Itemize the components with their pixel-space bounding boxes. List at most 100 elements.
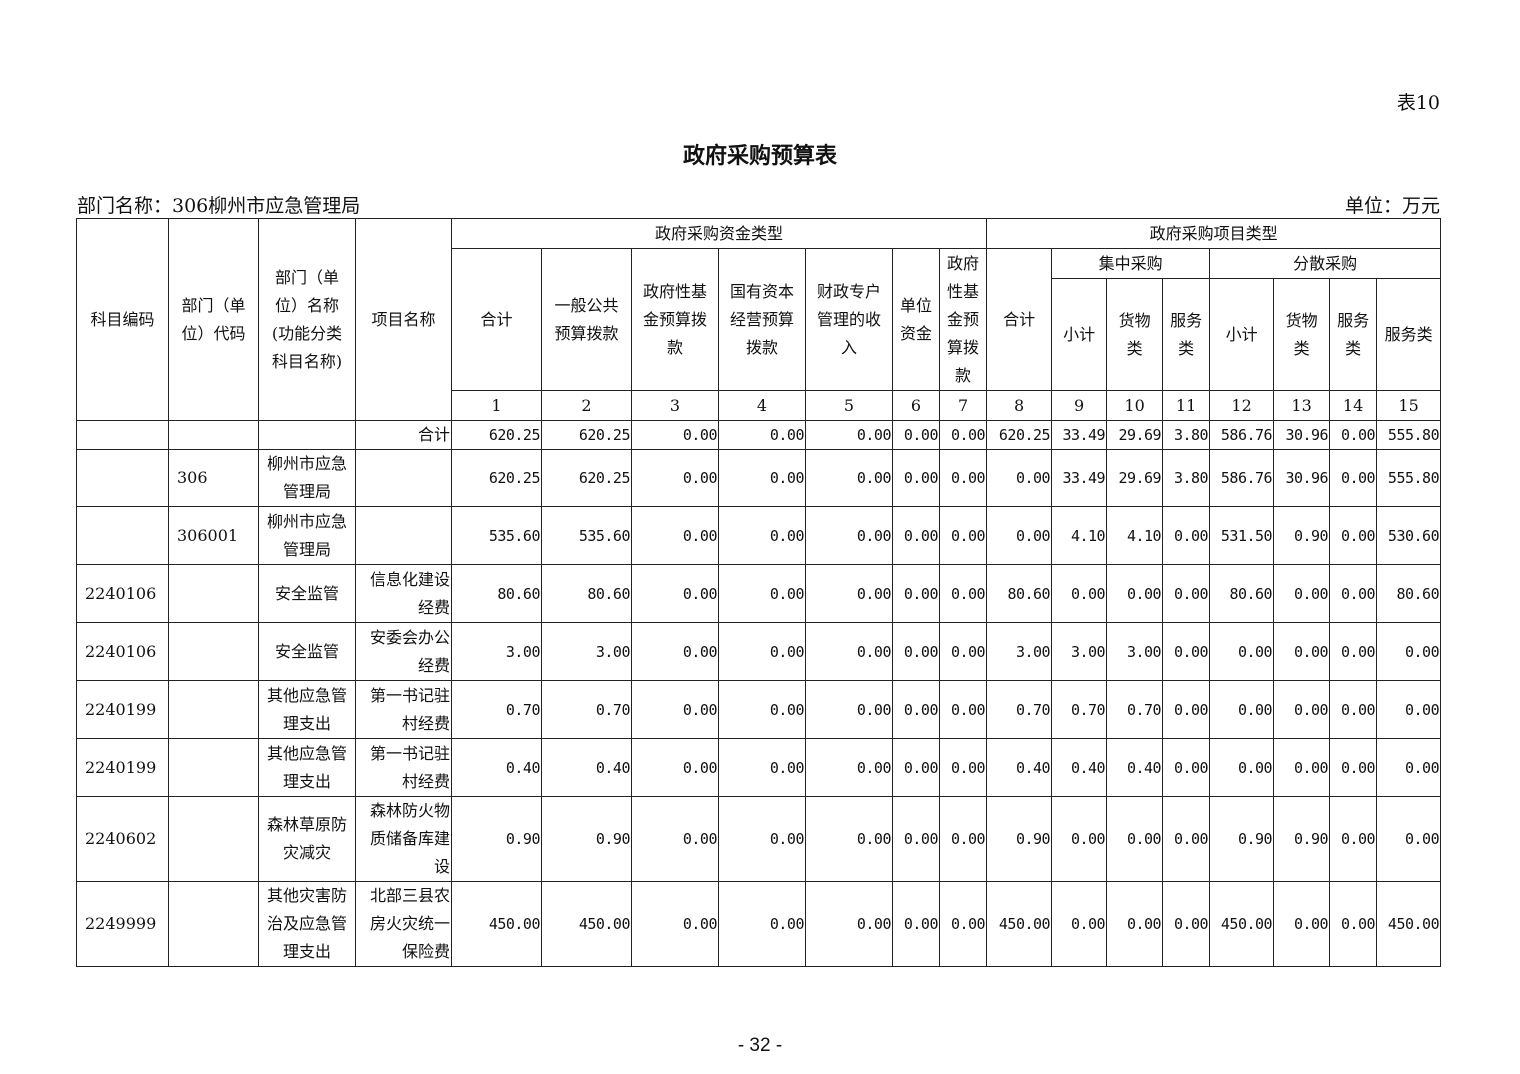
- amount-cell: 0.00: [1051, 796, 1108, 882]
- header-fund-col: 一般公共预算拨款: [541, 248, 632, 391]
- amount-cell: 0.70: [986, 680, 1053, 739]
- subject-code-cell: 2240199: [76, 680, 169, 739]
- dept-code-cell: [168, 420, 259, 450]
- amount-cell: 0.90: [1209, 796, 1275, 882]
- subject-code-cell: 2240106: [76, 622, 169, 681]
- amount-cell: 33.49: [1051, 420, 1108, 450]
- header-row-1: 科目编码 部门（单位）代码 部门（单位）名称(功能分类科目名称) 项目名称 政府…: [76, 218, 1442, 421]
- amount-cell: 0.00: [938, 738, 988, 797]
- amount-cell: 0.00: [938, 796, 988, 882]
- dept-name-cell: [258, 420, 356, 450]
- amount-cell: 0.00: [892, 738, 940, 797]
- amount-cell: 80.60: [541, 564, 632, 623]
- dept-code-cell: [168, 738, 259, 797]
- subject-code-cell: [76, 449, 169, 507]
- dept-name-cell: 安全监管: [258, 564, 356, 623]
- table-row: 2240602 森林草原防灾减灾 森林防火物质储备库建设 0.90 0.90 0.00 0.…: [76, 796, 1442, 882]
- table-row: 合计 620.25 620.25 0.00 0.00 0.00 0.00 0.00 620.25…: [76, 420, 1442, 450]
- amount-cell: 0.00: [1162, 564, 1211, 623]
- amount-cell: 0.00: [1273, 881, 1331, 967]
- subject-code-cell: [76, 506, 169, 565]
- header-column-number: 7: [938, 390, 988, 421]
- dept-name-cell: 安全监管: [258, 622, 356, 681]
- page-number: - 32 -: [737, 1035, 783, 1056]
- dept-name-cell: 其他应急管理支出: [258, 738, 356, 797]
- subject-code-cell: 2240106: [76, 564, 169, 623]
- header-subject-code: 科目编码: [76, 218, 169, 421]
- dept-name-cell: 森林草原防灾减灾: [258, 796, 356, 882]
- department-label: 部门名称：306柳州市应急管理局: [77, 195, 361, 217]
- header-project-name: 项目名称: [355, 218, 452, 421]
- amount-cell: 0.00: [1051, 564, 1108, 623]
- project-name-cell: [355, 506, 452, 565]
- amount-cell: 0.00: [805, 420, 893, 450]
- dept-code-cell: [168, 564, 259, 623]
- amount-cell: 0.00: [1329, 622, 1378, 681]
- header-column-number: 1: [451, 390, 542, 421]
- amount-cell: 586.76: [1209, 420, 1275, 450]
- header-dispersed-procurement: 分散采购: [1209, 248, 1442, 279]
- amount-cell: 620.25: [451, 420, 542, 450]
- project-name-cell: [355, 449, 452, 507]
- dept-code-cell: [168, 796, 259, 882]
- header-column-number: 2: [541, 390, 632, 421]
- amount-cell: 0.00: [631, 622, 719, 681]
- amount-cell: 0.00: [892, 622, 940, 681]
- amount-cell: 0.70: [1106, 680, 1164, 739]
- amount-cell: 0.00: [1162, 680, 1211, 739]
- table-row: 2240199 其他应急管理支出 第一书记驻村经费 0.70 0.70 0.00 0.00 0…: [76, 680, 1442, 739]
- header-column-number: 8: [986, 390, 1053, 421]
- amount-cell: 0.00: [1376, 680, 1442, 739]
- amount-cell: 0.90: [986, 796, 1053, 882]
- dept-name-cell: 柳州市应急管理局: [258, 506, 356, 565]
- dept-code-cell: [168, 881, 259, 967]
- header-dispersed-col: 服务类: [1329, 278, 1378, 391]
- amount-cell: 0.70: [451, 680, 542, 739]
- amount-cell: 530.60: [1376, 506, 1442, 565]
- amount-cell: 0.00: [805, 881, 893, 967]
- amount-cell: 3.00: [451, 622, 542, 681]
- project-name-cell: 合计: [355, 420, 452, 450]
- header-row-3: 小计 货物类 服务类 小计 货物类 服务类 服务类: [77, 278, 1442, 391]
- amount-cell: 0.00: [631, 564, 719, 623]
- amount-cell: 3.80: [1162, 420, 1211, 450]
- header-central-procurement: 集中采购: [1051, 248, 1211, 279]
- table-row: 2240106 安全监管 信息化建设经费 80.60 80.60 0.00 0.00 0.00…: [76, 564, 1442, 623]
- header-column-number: 12: [1209, 390, 1275, 421]
- amount-cell: 0.70: [1051, 680, 1108, 739]
- amount-cell: 29.69: [1106, 449, 1164, 507]
- dept-code-cell: [168, 622, 259, 681]
- amount-cell: 0.40: [451, 738, 542, 797]
- amount-cell: 0.00: [1329, 420, 1378, 450]
- amount-cell: 0.00: [805, 738, 893, 797]
- header-project-total: 合计: [986, 248, 1053, 391]
- amount-cell: 586.76: [1209, 449, 1275, 507]
- dept-name-cell: 其他应急管理支出: [258, 680, 356, 739]
- header-column-number: 11: [1162, 390, 1211, 421]
- amount-cell: 0.70: [541, 680, 632, 739]
- header-dispersed-col: 货物类: [1273, 278, 1331, 391]
- amount-cell: 80.60: [986, 564, 1053, 623]
- amount-cell: 0.00: [1162, 506, 1211, 565]
- header-fund-col: 国有资本经营预算拨款: [718, 248, 806, 391]
- amount-cell: 0.00: [1273, 622, 1331, 681]
- project-name-cell: 森林防火物质储备库建设: [355, 796, 452, 882]
- amount-cell: 0.00: [938, 622, 988, 681]
- amount-cell: 620.25: [451, 449, 542, 507]
- page-title: 政府采购预算表: [682, 143, 837, 169]
- amount-cell: 0.00: [1376, 738, 1442, 797]
- project-name-cell: 北部三县农房火灾统一保险费: [355, 881, 452, 967]
- table-row: 306 柳州市应急管理局 620.25 620.25 0.00 0.00 0.00 0.00 0…: [76, 449, 1442, 507]
- amount-cell: 0.00: [1209, 680, 1275, 739]
- amount-cell: 0.00: [1329, 449, 1378, 507]
- amount-cell: 0.00: [1162, 881, 1211, 967]
- table-row: 2240106 安全监管 安委会办公经费 3.00 3.00 0.00 0.00 0.00 0.…: [76, 622, 1442, 681]
- amount-cell: 0.00: [892, 680, 940, 739]
- amount-cell: 80.60: [451, 564, 542, 623]
- amount-cell: 0.00: [892, 881, 940, 967]
- amount-cell: 0.00: [892, 564, 940, 623]
- header-dispersed-col: 服务类: [1376, 278, 1442, 391]
- amount-cell: 0.00: [718, 506, 806, 565]
- header-dept-name: 部门（单位）名称(功能分类科目名称): [258, 218, 356, 421]
- amount-cell: 0.90: [1273, 506, 1331, 565]
